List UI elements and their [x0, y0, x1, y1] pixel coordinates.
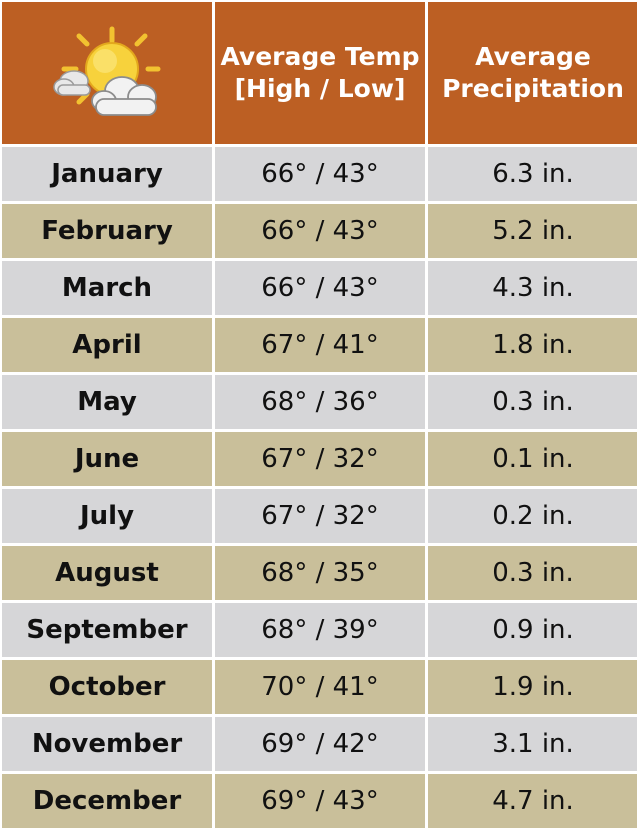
month-cell: January: [2, 147, 212, 201]
temp-cell: 69° / 42°: [215, 717, 425, 771]
temp-cell: 69° / 43°: [215, 774, 425, 828]
month-cell: August: [2, 546, 212, 600]
month-cell: December: [2, 774, 212, 828]
month-cell: April: [2, 318, 212, 372]
partly-cloudy-icon: [53, 26, 161, 116]
precip-cell: 1.9 in.: [428, 660, 637, 714]
precip-cell: 6.3 in.: [428, 147, 637, 201]
month-cell: September: [2, 603, 212, 657]
header-icon-cell: [2, 2, 212, 144]
temp-cell: 66° / 43°: [215, 261, 425, 315]
temp-cell: 70° / 41°: [215, 660, 425, 714]
temp-cell: 67° / 41°: [215, 318, 425, 372]
header-temp: Average Temp [High / Low]: [215, 2, 425, 144]
precip-cell: 4.7 in.: [428, 774, 637, 828]
temp-cell: 68° / 39°: [215, 603, 425, 657]
temp-cell: 67° / 32°: [215, 432, 425, 486]
month-cell: February: [2, 204, 212, 258]
temp-cell: 66° / 43°: [215, 147, 425, 201]
header-precip-line1: Average: [475, 42, 591, 71]
month-cell: May: [2, 375, 212, 429]
temp-cell: 68° / 36°: [215, 375, 425, 429]
header-temp-line1: Average Temp: [220, 42, 420, 71]
precip-cell: 0.1 in.: [428, 432, 637, 486]
precip-cell: 4.3 in.: [428, 261, 637, 315]
header-precip: Average Precipitation: [428, 2, 637, 144]
month-cell: July: [2, 489, 212, 543]
month-cell: June: [2, 432, 212, 486]
precip-cell: 0.2 in.: [428, 489, 637, 543]
header-precip-line2: Precipitation: [442, 74, 624, 103]
temp-cell: 67° / 32°: [215, 489, 425, 543]
precip-cell: 0.9 in.: [428, 603, 637, 657]
temp-cell: 68° / 35°: [215, 546, 425, 600]
temp-cell: 66° / 43°: [215, 204, 425, 258]
month-cell: October: [2, 660, 212, 714]
header-temp-line2: [High / Low]: [234, 74, 406, 103]
precip-cell: 5.2 in.: [428, 204, 637, 258]
precip-cell: 1.8 in.: [428, 318, 637, 372]
month-cell: November: [2, 717, 212, 771]
precip-cell: 0.3 in.: [428, 375, 637, 429]
precip-cell: 3.1 in.: [428, 717, 637, 771]
month-cell: March: [2, 261, 212, 315]
precip-cell: 0.3 in.: [428, 546, 637, 600]
